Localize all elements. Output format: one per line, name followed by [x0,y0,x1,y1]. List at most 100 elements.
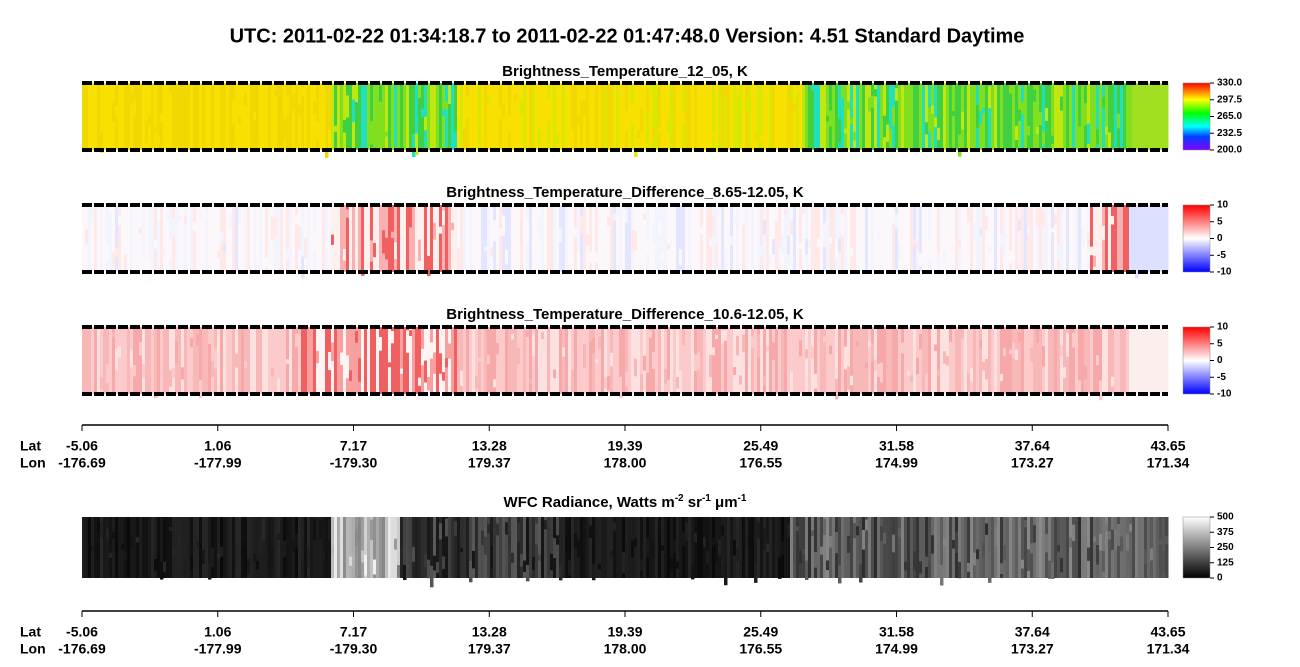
image-strip [592,83,596,150]
image-strip [775,205,779,272]
image-strip [1003,327,1007,394]
image-strip [793,327,797,394]
image-strip [682,205,686,272]
image-strip [802,83,806,150]
image-patch [433,352,437,374]
image-patch [427,559,431,579]
image-patch [208,562,212,580]
image-strip [667,517,671,578]
image-strip [664,83,668,150]
image-patch [1162,327,1166,346]
image-strip [370,205,374,272]
image-patch [112,531,116,539]
image-strip [319,205,323,272]
image-strip [1066,517,1070,578]
image-strip [394,83,398,150]
colorbar-label: -5 [1217,250,1226,261]
image-patch [1126,533,1130,551]
image-strip [784,83,788,150]
image-strip [1075,327,1079,394]
image-strip [1087,83,1091,150]
image-strip [997,517,1001,578]
image-patch [607,376,611,391]
image-strip [670,327,674,394]
panel-title: Brightness_Temperature_Difference_8.65-1… [446,184,804,201]
image-patch [880,362,884,383]
image-strip [556,517,560,578]
image-strip [259,205,263,272]
image-strip [1108,327,1112,394]
image-strip [106,83,110,150]
image-strip [115,83,119,150]
image-strip [1126,327,1130,394]
image-patch [181,254,185,274]
image-strip [427,327,431,394]
image-strip [1165,205,1169,272]
image-strip [859,327,863,394]
image-strip [430,205,434,272]
image-strip [226,327,230,394]
image-patch [715,543,719,563]
image-patch [424,116,428,131]
image-patch [631,104,635,125]
image-strip [853,83,857,150]
image-strip [790,83,794,150]
image-patch [646,92,650,114]
image-patch [382,94,386,112]
image-strip [1042,517,1046,578]
image-strip [169,205,173,272]
image-strip [502,327,506,394]
image-strip [367,83,371,150]
image-patch [865,362,869,368]
image-strip [1081,517,1085,578]
image-patch [322,551,326,561]
image-strip [322,83,326,150]
image-strip [193,327,197,394]
image-strip [583,205,587,272]
image-strip [1030,205,1034,272]
image-patch [112,100,116,122]
image-strip [538,205,542,272]
image-strip [610,83,614,150]
image-strip [505,83,509,150]
image-strip [226,517,230,578]
image-panel [82,205,1169,281]
image-patch [952,110,956,116]
image-strip [229,327,233,394]
image-strip [1051,327,1055,394]
image-strip [658,327,662,394]
image-patch [1081,228,1085,246]
image-strip [541,517,545,578]
image-patch [544,206,548,219]
image-patch [739,519,743,525]
image-strip [817,83,821,150]
image-strip [157,83,161,150]
image-patch [199,380,203,399]
image-strip [127,205,131,272]
image-patch [223,244,227,252]
image-strip [718,327,722,394]
image-patch [547,99,551,121]
image-strip [835,327,839,394]
image-strip [751,83,755,150]
image-patch [751,88,755,108]
image-strip [142,205,146,272]
image-patch [1162,550,1166,573]
image-strip [658,83,662,150]
image-strip [685,83,689,150]
image-strip [931,83,935,150]
image-patch [793,103,797,111]
image-strip [889,327,893,394]
image-patch [589,251,593,264]
image-patch [286,539,290,545]
image-strip [961,205,965,272]
image-patch [847,216,851,237]
image-patch [790,83,794,100]
image-strip [958,327,962,394]
image-strip [775,327,779,394]
colorbar-label: 125 [1217,557,1234,568]
image-strip [616,83,620,150]
image-patch [532,333,536,357]
image-strip [316,205,320,272]
image-strip [265,517,269,578]
